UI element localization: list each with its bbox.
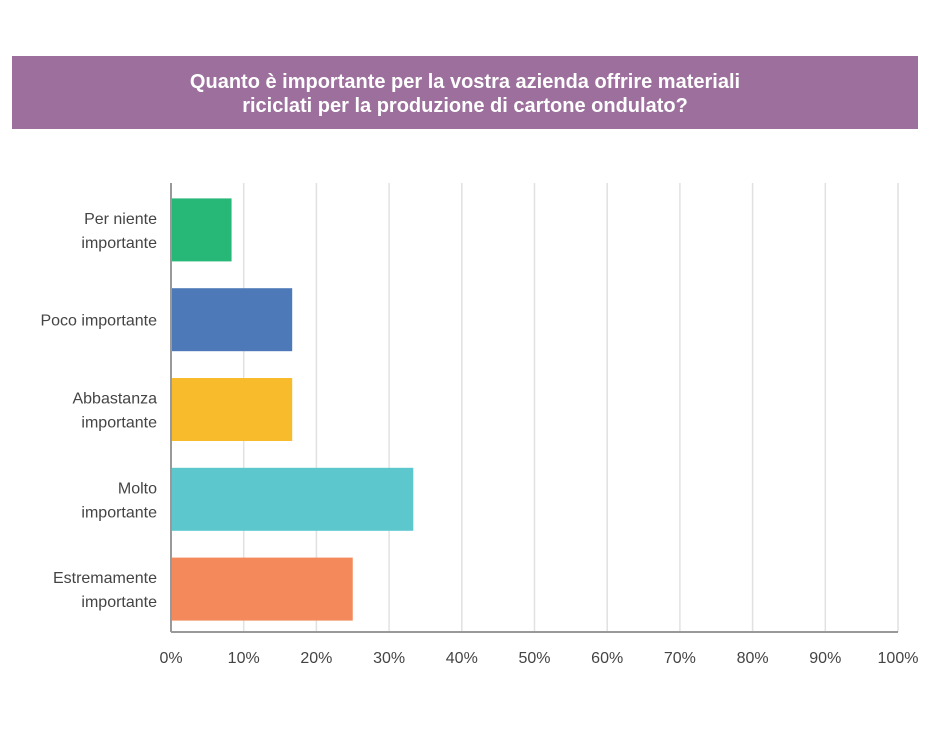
bar	[171, 378, 293, 441]
x-tick-label: 100%	[878, 650, 919, 667]
x-tick-label: 0%	[159, 650, 182, 667]
chart-title-banner: Quanto è importante per la vostra aziend…	[12, 56, 918, 129]
bars	[171, 198, 414, 621]
axes	[170, 183, 898, 633]
category-label: Estremamente importante	[53, 570, 157, 611]
bar	[171, 467, 414, 531]
x-tick-label: 50%	[518, 650, 550, 667]
x-tick-label: 90%	[809, 650, 841, 667]
category-label: Per niente importante	[81, 211, 157, 252]
x-tick-label: 70%	[664, 650, 696, 667]
category-label: Abbastanza importante	[72, 391, 157, 432]
category-label: Molto importante	[81, 480, 157, 521]
x-tick-label: 20%	[300, 650, 332, 667]
bar	[171, 288, 293, 352]
chart-title-line-2: riciclati per la produzione di cartone o…	[242, 94, 688, 117]
x-tick-labels: 0% 10% 20% 30% 40% 50% 60% 70% 80% 90% 100%	[159, 650, 918, 667]
grid-lines	[242, 183, 899, 632]
x-tick-label: 10%	[228, 650, 260, 667]
bar	[171, 198, 232, 262]
x-tick-label: 40%	[446, 650, 478, 667]
x-tick-label: 80%	[737, 650, 769, 667]
chart-title-line-1: Quanto è importante per la vostra aziend…	[189, 70, 741, 93]
x-tick-label: 60%	[591, 650, 623, 667]
category-labels: Per niente importante Poco importante Abbas…	[40, 211, 157, 611]
category-label: Poco importante	[40, 313, 157, 330]
x-tick-label: 30%	[373, 650, 405, 667]
bar	[171, 557, 353, 621]
